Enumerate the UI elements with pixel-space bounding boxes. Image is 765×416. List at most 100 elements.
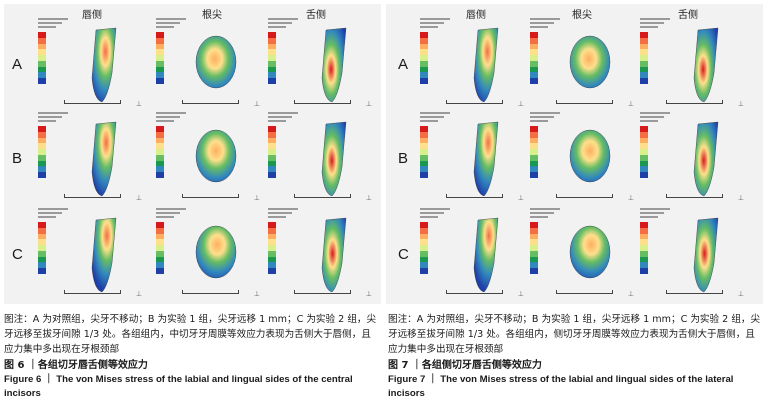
- axis-triad-icon: ⊥: [517, 290, 524, 298]
- stress-map-model: [569, 129, 611, 183]
- axis-triad-icon: ⊥: [737, 194, 744, 202]
- scale-bar: [666, 100, 723, 104]
- stress-map-model: [321, 121, 347, 197]
- stress-color-legend: [420, 32, 428, 84]
- figure-6-title-en: Figure 6 ｜ The von Mises stress of the l…: [4, 374, 353, 399]
- scale-bar: [446, 290, 503, 294]
- row-label-a: A: [398, 56, 409, 73]
- result-header-text: [530, 18, 560, 30]
- stress-map-c-labial: ⊥: [34, 208, 144, 300]
- result-header-text: [156, 112, 186, 124]
- axis-triad-icon: ⊥: [627, 290, 634, 298]
- figure-6-caption: 图注：A 为对照组，尖牙不移动；B 为实验 1 组，尖牙远移 1 mm；C 为实…: [4, 312, 379, 401]
- result-header-text: [640, 208, 670, 220]
- stress-map-model: [91, 121, 117, 197]
- row-label-a: A: [12, 56, 23, 73]
- stress-map-model: [473, 121, 499, 197]
- stress-color-legend: [530, 222, 538, 274]
- axis-triad-icon: ⊥: [365, 100, 372, 108]
- stress-map-b-labial: ⊥: [34, 112, 144, 204]
- stress-map-b-apex: ⊥: [152, 112, 262, 204]
- stress-map-model: [693, 217, 719, 293]
- scale-bar: [666, 290, 723, 294]
- scale-bar: [666, 194, 723, 198]
- stress-map-b-lingual: ⊥: [636, 112, 746, 204]
- axis-triad-icon: ⊥: [737, 100, 744, 108]
- figure-6-title-cn: 图 6 ｜各组切牙唇舌侧等效应力: [4, 360, 148, 371]
- stress-color-legend: [268, 32, 276, 84]
- stress-color-legend: [640, 32, 648, 84]
- stress-map-model: [693, 121, 719, 197]
- axis-triad-icon: ⊥: [365, 290, 372, 298]
- axis-triad-icon: ⊥: [135, 100, 142, 108]
- stress-map-model: [473, 217, 499, 293]
- axis-triad-icon: ⊥: [627, 194, 634, 202]
- axis-triad-icon: ⊥: [737, 290, 744, 298]
- result-header-text: [640, 112, 670, 124]
- row-label-b: B: [398, 150, 409, 167]
- axis-triad-icon: ⊥: [627, 100, 634, 108]
- scale-bar: [294, 100, 351, 104]
- stress-color-legend: [156, 222, 164, 274]
- axis-triad-icon: ⊥: [135, 194, 142, 202]
- result-header-text: [420, 208, 450, 220]
- stress-map-c-lingual: ⊥: [264, 208, 374, 300]
- result-header-text: [268, 18, 298, 30]
- scale-bar: [182, 194, 239, 198]
- figure-6-note: 图注：A 为对照组，尖牙不移动；B 为实验 1 组，尖牙远移 1 mm；C 为实…: [4, 314, 377, 355]
- axis-triad-icon: ⊥: [517, 194, 524, 202]
- axis-triad-icon: ⊥: [517, 100, 524, 108]
- stress-color-legend: [156, 126, 164, 178]
- result-header-text: [420, 112, 450, 124]
- stress-map-c-lingual: ⊥: [636, 208, 746, 300]
- scale-bar: [64, 194, 121, 198]
- axis-triad-icon: ⊥: [365, 194, 372, 202]
- figure-7-panel: 唇侧 根尖 舌侧 A B C ⊥ ⊥ ⊥ ⊥ ⊥ ⊥ ⊥ ⊥ ⊥: [386, 4, 763, 304]
- stress-color-legend: [530, 126, 538, 178]
- figure-7-note: 图注：A 为对照组，尖牙不移动；B 为实验 1 组，尖牙远移 1 mm；C 为实…: [388, 314, 761, 355]
- stress-map-model: [321, 27, 347, 103]
- stress-map-model: [693, 27, 719, 103]
- stress-map-b-labial: ⊥: [416, 112, 526, 204]
- result-header-text: [530, 112, 560, 124]
- stress-map-a-apex: ⊥: [526, 18, 636, 110]
- stress-map-c-apex: ⊥: [152, 208, 262, 300]
- figure-7-caption: 图注：A 为对照组，尖牙不移动；B 为实验 1 组，尖牙远移 1 mm；C 为实…: [388, 312, 763, 401]
- scale-bar: [182, 290, 239, 294]
- scale-bar: [556, 100, 613, 104]
- col-label-labial: 唇侧: [466, 10, 486, 21]
- col-label-labial: 唇侧: [82, 10, 102, 21]
- stress-color-legend: [156, 32, 164, 84]
- figure-7-title-cn: 图 7 ｜各组侧切牙唇舌侧等效应力: [388, 360, 542, 371]
- scale-bar: [64, 100, 121, 104]
- stress-map-c-labial: ⊥: [416, 208, 526, 300]
- stress-map-a-lingual: ⊥: [636, 18, 746, 110]
- scale-bar: [556, 290, 613, 294]
- scale-bar: [294, 290, 351, 294]
- result-header-text: [640, 18, 670, 30]
- result-header-text: [38, 18, 68, 30]
- scale-bar: [182, 100, 239, 104]
- stress-color-legend: [268, 126, 276, 178]
- stress-map-model: [473, 27, 499, 103]
- stress-map-model: [91, 217, 117, 293]
- stress-map-b-lingual: ⊥: [264, 112, 374, 204]
- axis-triad-icon: ⊥: [253, 290, 260, 298]
- stress-color-legend: [640, 222, 648, 274]
- result-header-text: [38, 208, 68, 220]
- stress-color-legend: [530, 32, 538, 84]
- axis-triad-icon: ⊥: [135, 290, 142, 298]
- stress-color-legend: [420, 222, 428, 274]
- stress-color-legend: [640, 126, 648, 178]
- col-label-apex: 根尖: [572, 10, 592, 21]
- result-header-text: [268, 112, 298, 124]
- stress-map-a-apex: ⊥: [152, 18, 262, 110]
- stress-color-legend: [38, 126, 46, 178]
- stress-map-model: [569, 225, 611, 279]
- scale-bar: [64, 290, 121, 294]
- figure-6-panel: 唇侧 根尖 舌侧 A B C ⊥ ⊥ ⊥ ⊥ ⊥ ⊥ ⊥ ⊥ ⊥: [4, 4, 381, 304]
- col-label-lingual: 舌侧: [306, 10, 326, 21]
- row-label-c: C: [12, 246, 23, 263]
- stress-map-model: [195, 129, 237, 183]
- col-label-lingual: 舌侧: [678, 10, 698, 21]
